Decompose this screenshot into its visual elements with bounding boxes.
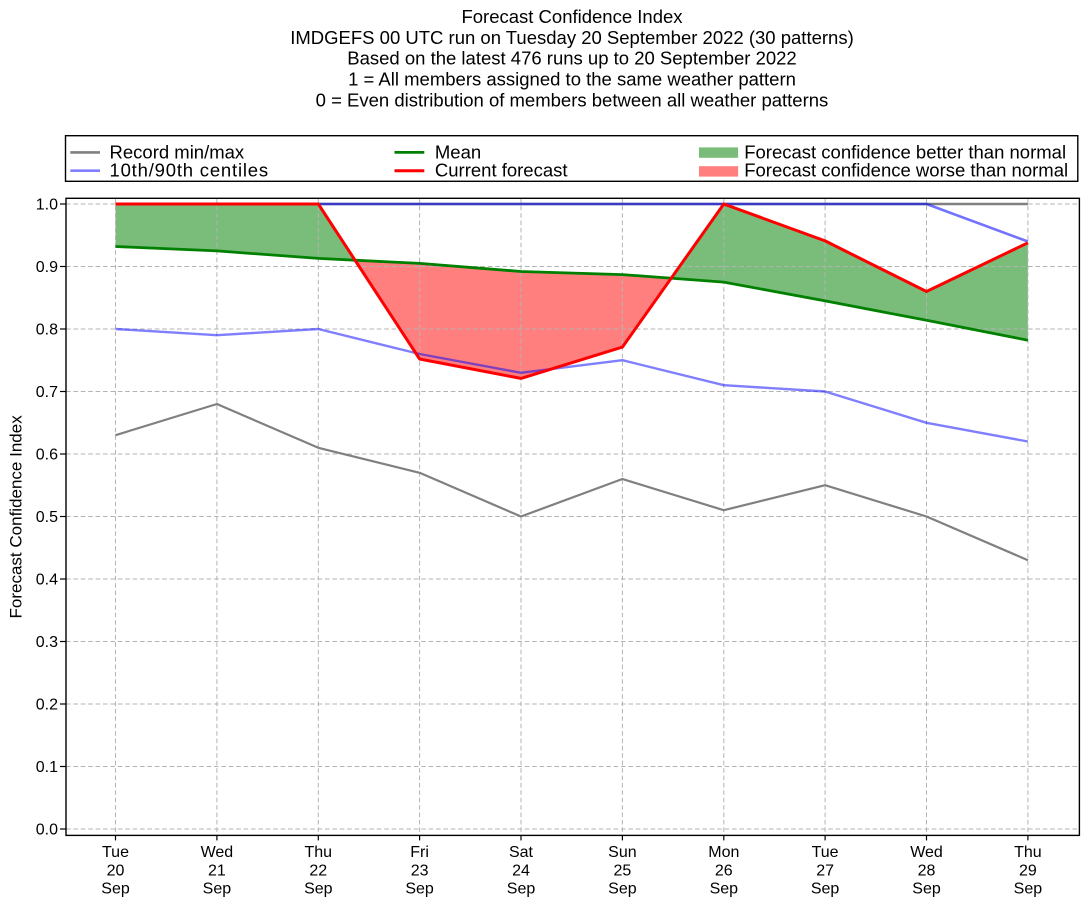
svg-text:0.6: 0.6 <box>36 447 58 464</box>
svg-text:Sep: Sep <box>304 881 333 898</box>
svg-text:Wed: Wed <box>201 844 234 861</box>
svg-text:Sep: Sep <box>912 881 941 898</box>
svg-text:23: 23 <box>411 862 429 879</box>
svg-text:0.8: 0.8 <box>36 322 58 339</box>
svg-text:Sep: Sep <box>1014 881 1043 898</box>
svg-text:Tue: Tue <box>812 844 839 861</box>
svg-text:27: 27 <box>816 862 834 879</box>
svg-text:0.5: 0.5 <box>36 509 58 526</box>
svg-text:IMDGEFS 00 UTC run on Tuesday: IMDGEFS 00 UTC run on Tuesday 20 Septemb… <box>290 27 854 48</box>
svg-text:Sep: Sep <box>405 881 434 898</box>
svg-text:22: 22 <box>309 862 327 879</box>
svg-text:0 = Even distribution of membe: 0 = Even distribution of members between… <box>316 90 829 111</box>
svg-text:Sun: Sun <box>608 844 636 861</box>
svg-text:Sep: Sep <box>811 881 840 898</box>
svg-text:20: 20 <box>107 862 125 879</box>
svg-text:Record min/max: Record min/max <box>110 141 245 162</box>
svg-text:10th/90th centiles: 10th/90th centiles <box>110 160 269 181</box>
svg-text:Wed: Wed <box>910 844 943 861</box>
svg-text:21: 21 <box>208 862 226 879</box>
svg-text:24: 24 <box>512 862 530 879</box>
svg-text:28: 28 <box>918 862 936 879</box>
svg-text:0.0: 0.0 <box>36 822 58 839</box>
svg-text:26: 26 <box>715 862 733 879</box>
svg-text:0.9: 0.9 <box>36 259 58 276</box>
svg-text:Tue: Tue <box>102 844 129 861</box>
svg-text:Sep: Sep <box>507 881 536 898</box>
svg-text:Mon: Mon <box>708 844 739 861</box>
svg-text:Forecast confidence worse than: Forecast confidence worse than normal <box>744 160 1068 181</box>
svg-text:Based on the latest 476 runs u: Based on the latest 476 runs up to 20 Se… <box>347 48 796 69</box>
svg-text:0.2: 0.2 <box>36 697 58 714</box>
svg-text:Fri: Fri <box>410 844 429 861</box>
svg-text:0.7: 0.7 <box>36 384 58 401</box>
svg-text:0.4: 0.4 <box>36 572 58 589</box>
svg-text:Sep: Sep <box>203 881 232 898</box>
svg-text:Forecast Confidence Index: Forecast Confidence Index <box>7 415 26 619</box>
svg-text:0.1: 0.1 <box>36 759 58 776</box>
svg-text:29: 29 <box>1019 862 1037 879</box>
svg-text:1.0: 1.0 <box>36 197 58 214</box>
svg-text:Forecast confidence better tha: Forecast confidence better than normal <box>744 141 1066 162</box>
svg-text:1 = All members assigned to th: 1 = All members assigned to the same wea… <box>348 69 796 90</box>
svg-text:Current forecast: Current forecast <box>435 160 568 181</box>
svg-text:Sep: Sep <box>710 881 739 898</box>
svg-text:Thu: Thu <box>305 844 333 861</box>
svg-text:Mean: Mean <box>435 141 481 162</box>
svg-text:0.3: 0.3 <box>36 634 58 651</box>
svg-text:Forecast Confidence Index: Forecast Confidence Index <box>461 6 683 27</box>
svg-text:Sep: Sep <box>608 881 637 898</box>
svg-text:Thu: Thu <box>1014 844 1042 861</box>
svg-text:Sat: Sat <box>509 844 534 861</box>
svg-text:Sep: Sep <box>101 881 130 898</box>
svg-text:25: 25 <box>614 862 632 879</box>
